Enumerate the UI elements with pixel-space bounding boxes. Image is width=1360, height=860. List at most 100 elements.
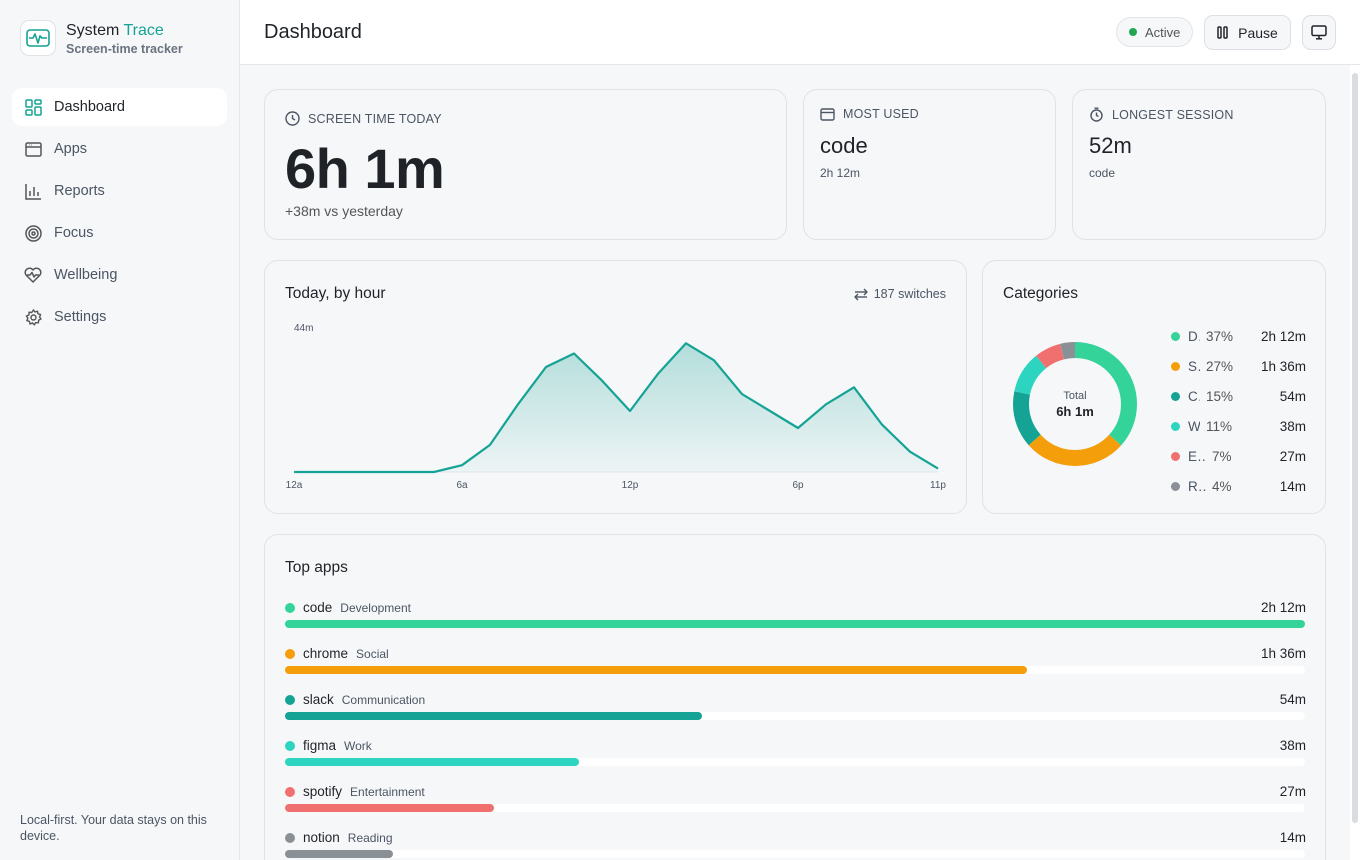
sidebar-item-focus[interactable]: Focus: [12, 214, 227, 252]
app-color-dot: [285, 602, 295, 613]
legend-item[interactable]: Reading 4% 14m: [1171, 471, 1306, 501]
target-icon: [24, 224, 42, 242]
brand: System Trace Screen-time tracker: [20, 20, 183, 56]
scrollbar-thumb[interactable]: [1352, 73, 1358, 823]
hourly-chart-card: 44m 12a 6a 12p 6p 11p Today, by hour 187…: [264, 260, 967, 514]
list-item[interactable]: slack Communication 54m: [285, 691, 1306, 737]
app-name: figma: [303, 738, 337, 753]
sidebar-item-apps[interactable]: Apps: [12, 130, 227, 168]
longest-session-card: LONGEST SESSION 52m code: [1072, 89, 1326, 240]
legend-name: Entertainment: [1188, 448, 1206, 464]
status-dot: [1129, 28, 1137, 36]
list-item[interactable]: figma Work 38m: [285, 737, 1306, 783]
sidebar-item-reports[interactable]: Reports: [12, 172, 227, 210]
donut-slice[interactable]: [1013, 342, 1137, 466]
sidebar-item-label: Reports: [54, 183, 105, 199]
usage-bar-track: [285, 666, 1305, 674]
app-category: Communication: [341, 692, 426, 707]
heart-pulse-icon: [24, 266, 42, 284]
dashboard-icon: [24, 98, 42, 116]
window-icon: [24, 140, 42, 158]
legend-dot: [1171, 481, 1180, 491]
pause-label: Pause: [1238, 24, 1278, 41]
usage-bar-track: [285, 620, 1305, 628]
usage-bar-track: [285, 850, 1305, 858]
app-category: Development: [340, 600, 411, 615]
usage-bar-fill: [285, 758, 579, 766]
list-item[interactable]: code Development 2h 12m: [285, 599, 1306, 645]
usage-bar-fill: [285, 850, 394, 858]
sidebar-footer-note: Local-first. Your data stays on this dev…: [20, 813, 207, 843]
donut-slice[interactable]: [1013, 342, 1137, 466]
legend-item[interactable]: Development 37% 2h 12m: [1171, 321, 1306, 351]
app-time: 38m: [1279, 738, 1306, 753]
donut-total-label: Total: [1063, 390, 1086, 402]
app-color-dot: [285, 740, 295, 751]
longest-session-value: 52m: [1089, 133, 1132, 158]
page-title: Dashboard: [264, 21, 362, 43]
usage-bar-fill: [285, 620, 1305, 628]
donut-slice[interactable]: [1013, 342, 1137, 466]
list-item[interactable]: chrome Social 1h 36m: [285, 645, 1306, 691]
pause-icon: [1217, 26, 1228, 39]
hourly-area-chart: 44m 12a 6a 12p 6p 11p: [286, 323, 947, 491]
x-tick-label: 6p: [792, 480, 804, 491]
categories-title: Categories: [1003, 285, 1078, 302]
list-item[interactable]: notion Reading 14m: [285, 829, 1306, 860]
app-time: 14m: [1279, 830, 1306, 845]
legend-item[interactable]: Communication 15% 54m: [1171, 381, 1306, 411]
sidebar-item-wellbeing[interactable]: Wellbeing: [12, 256, 227, 294]
gear-icon: [24, 308, 42, 326]
app-color-dot: [285, 786, 295, 797]
app-time: 2h 12m: [1260, 600, 1306, 615]
legend-time: 38m: [1279, 418, 1306, 434]
legend-name: Development: [1188, 328, 1200, 344]
window-icon: [820, 107, 835, 121]
legend-item[interactable]: Social 27% 1h 36m: [1171, 351, 1306, 381]
legend-name: Communication: [1188, 388, 1200, 404]
usage-bar-fill: [285, 666, 1027, 674]
app-name: notion: [303, 830, 340, 845]
usage-bar-fill: [285, 712, 703, 720]
x-tick-label: 12a: [286, 480, 303, 491]
legend-dot: [1171, 391, 1180, 401]
legend-dot: [1171, 421, 1180, 431]
usage-bar-fill: [285, 804, 495, 812]
top-apps-list: code Development 2h 12m chrome Social 1h…: [285, 599, 1306, 860]
screen-time-label: SCREEN TIME TODAY: [285, 111, 442, 126]
legend-name: Social: [1188, 358, 1200, 374]
most-used-label: MOST USED: [820, 107, 919, 121]
display-button[interactable]: [1302, 15, 1336, 50]
app-category: Social: [356, 646, 389, 661]
app-name: spotify: [303, 784, 343, 799]
switch-count: 187 switches: [854, 287, 946, 301]
legend-pct: 4%: [1212, 478, 1232, 494]
legend-time: 27m: [1279, 448, 1306, 464]
list-item[interactable]: spotify Entertainment 27m: [285, 783, 1306, 829]
legend-pct: 11%: [1206, 418, 1233, 434]
app-color-dot: [285, 648, 295, 659]
status-badge: Active: [1116, 17, 1193, 47]
y-max-label: 44m: [294, 323, 313, 334]
top-apps-title: Top apps: [285, 559, 348, 576]
main-scrollbar[interactable]: [1350, 65, 1360, 860]
legend-time: 2h 12m: [1260, 328, 1306, 344]
legend-dot: [1171, 361, 1180, 371]
sidebar: System Trace Screen-time tracker Dashboa…: [0, 0, 240, 860]
status-text: Active: [1145, 24, 1181, 40]
longest-session-app: code: [1089, 166, 1116, 180]
legend-item[interactable]: Entertainment 7% 27m: [1171, 441, 1306, 471]
screen-time-delta: +38m vs yesterday: [285, 203, 403, 219]
app-name: slack: [303, 692, 334, 707]
categories-donut: Total 6h 1m: [1013, 342, 1137, 466]
pulse-icon: [20, 20, 56, 56]
legend-item[interactable]: Work 11% 38m: [1171, 411, 1306, 441]
x-tick-label: 11p: [930, 480, 946, 491]
sidebar-item-dashboard[interactable]: Dashboard: [12, 88, 227, 126]
pause-button[interactable]: Pause: [1204, 15, 1291, 50]
legend-pct: 7%: [1212, 448, 1232, 464]
most-used-card: MOST USED code 2h 12m: [803, 89, 1056, 240]
categories-legend: Development 37% 2h 12m Social 27% 1h 36m…: [1171, 321, 1306, 501]
sidebar-item-settings[interactable]: Settings: [12, 298, 227, 336]
bar-chart-icon: [24, 182, 42, 200]
